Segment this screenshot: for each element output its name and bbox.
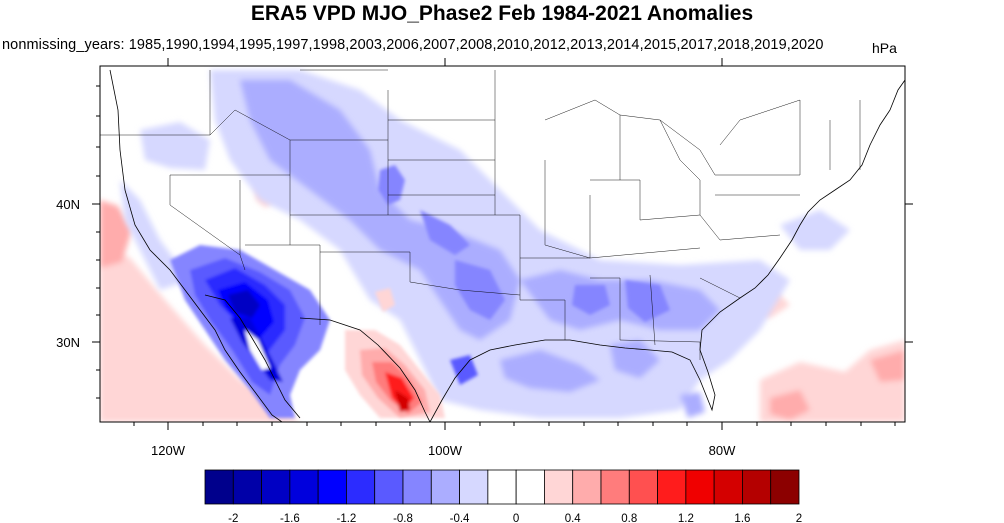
colorbar-labels: -2 -1.6 -1.2 -0.8 -0.4 0 0.4 0.8 1.2 1.6 2 xyxy=(228,513,802,523)
colorbar-box xyxy=(402,469,432,505)
colorbar-label: -0.4 xyxy=(450,513,470,523)
units-label: hPa xyxy=(872,40,897,56)
chart-title: ERA5 VPD MJO_Phase2 Feb 1984-2021 Anomal… xyxy=(250,2,754,25)
colorbar-box xyxy=(374,469,404,505)
plot-frame xyxy=(99,65,906,423)
colorbar-box xyxy=(430,469,460,505)
coastline xyxy=(109,69,905,422)
anomaly-field xyxy=(100,70,905,422)
colorbar-label: 0.8 xyxy=(621,513,637,523)
colorbar-box xyxy=(204,469,234,505)
colorbar-label: -0.8 xyxy=(393,513,413,523)
chart-subtitle: nonmissing_years: 1985,1990,1994,1995,19… xyxy=(2,37,824,53)
colorbar-label: -1.2 xyxy=(337,513,357,523)
lat-tick-label: 30N xyxy=(56,335,80,350)
colorbar xyxy=(204,469,800,505)
colorbar-label: 1.6 xyxy=(734,513,750,523)
southwest-negative-anomaly xyxy=(170,245,330,418)
colorbar-label: 0 xyxy=(513,513,519,523)
colorbar-label: 2 xyxy=(796,513,802,523)
colorbar-box xyxy=(572,469,602,505)
colorbar-box xyxy=(346,469,376,505)
negative-strong-anomaly xyxy=(378,165,670,385)
colorbar-box xyxy=(232,469,262,505)
colorbar-label: -2 xyxy=(228,513,238,523)
lon-tick-label: 80W xyxy=(709,443,736,458)
colorbar-box xyxy=(657,469,687,505)
texas-positive-anomaly xyxy=(345,288,445,418)
colorbar-box xyxy=(515,469,545,505)
state-boundaries xyxy=(100,69,861,360)
colorbar-box xyxy=(261,469,291,505)
lon-tick-label: 100W xyxy=(428,443,463,458)
colorbar-label: 1.2 xyxy=(678,513,694,523)
colorbar-box xyxy=(628,469,658,505)
colorbar-box xyxy=(770,469,800,505)
colorbar-box xyxy=(487,469,517,505)
colorbar-box xyxy=(317,469,347,505)
colorbar-label: -1.6 xyxy=(280,513,300,523)
colorbar-box xyxy=(742,469,772,505)
colorbar-box xyxy=(289,469,319,505)
lon-tick-label: 120W xyxy=(151,443,186,458)
colorbar-label: 0.4 xyxy=(565,513,582,523)
lat-tick-label: 40N xyxy=(56,197,80,212)
axis-ticks xyxy=(92,58,913,430)
colorbar-box xyxy=(685,469,715,505)
colorbar-box xyxy=(544,469,574,505)
colorbar-box xyxy=(600,469,630,505)
colorbar-box xyxy=(713,469,743,505)
atlantic-positive-anomaly xyxy=(745,290,905,422)
colorbar-box xyxy=(459,469,489,505)
